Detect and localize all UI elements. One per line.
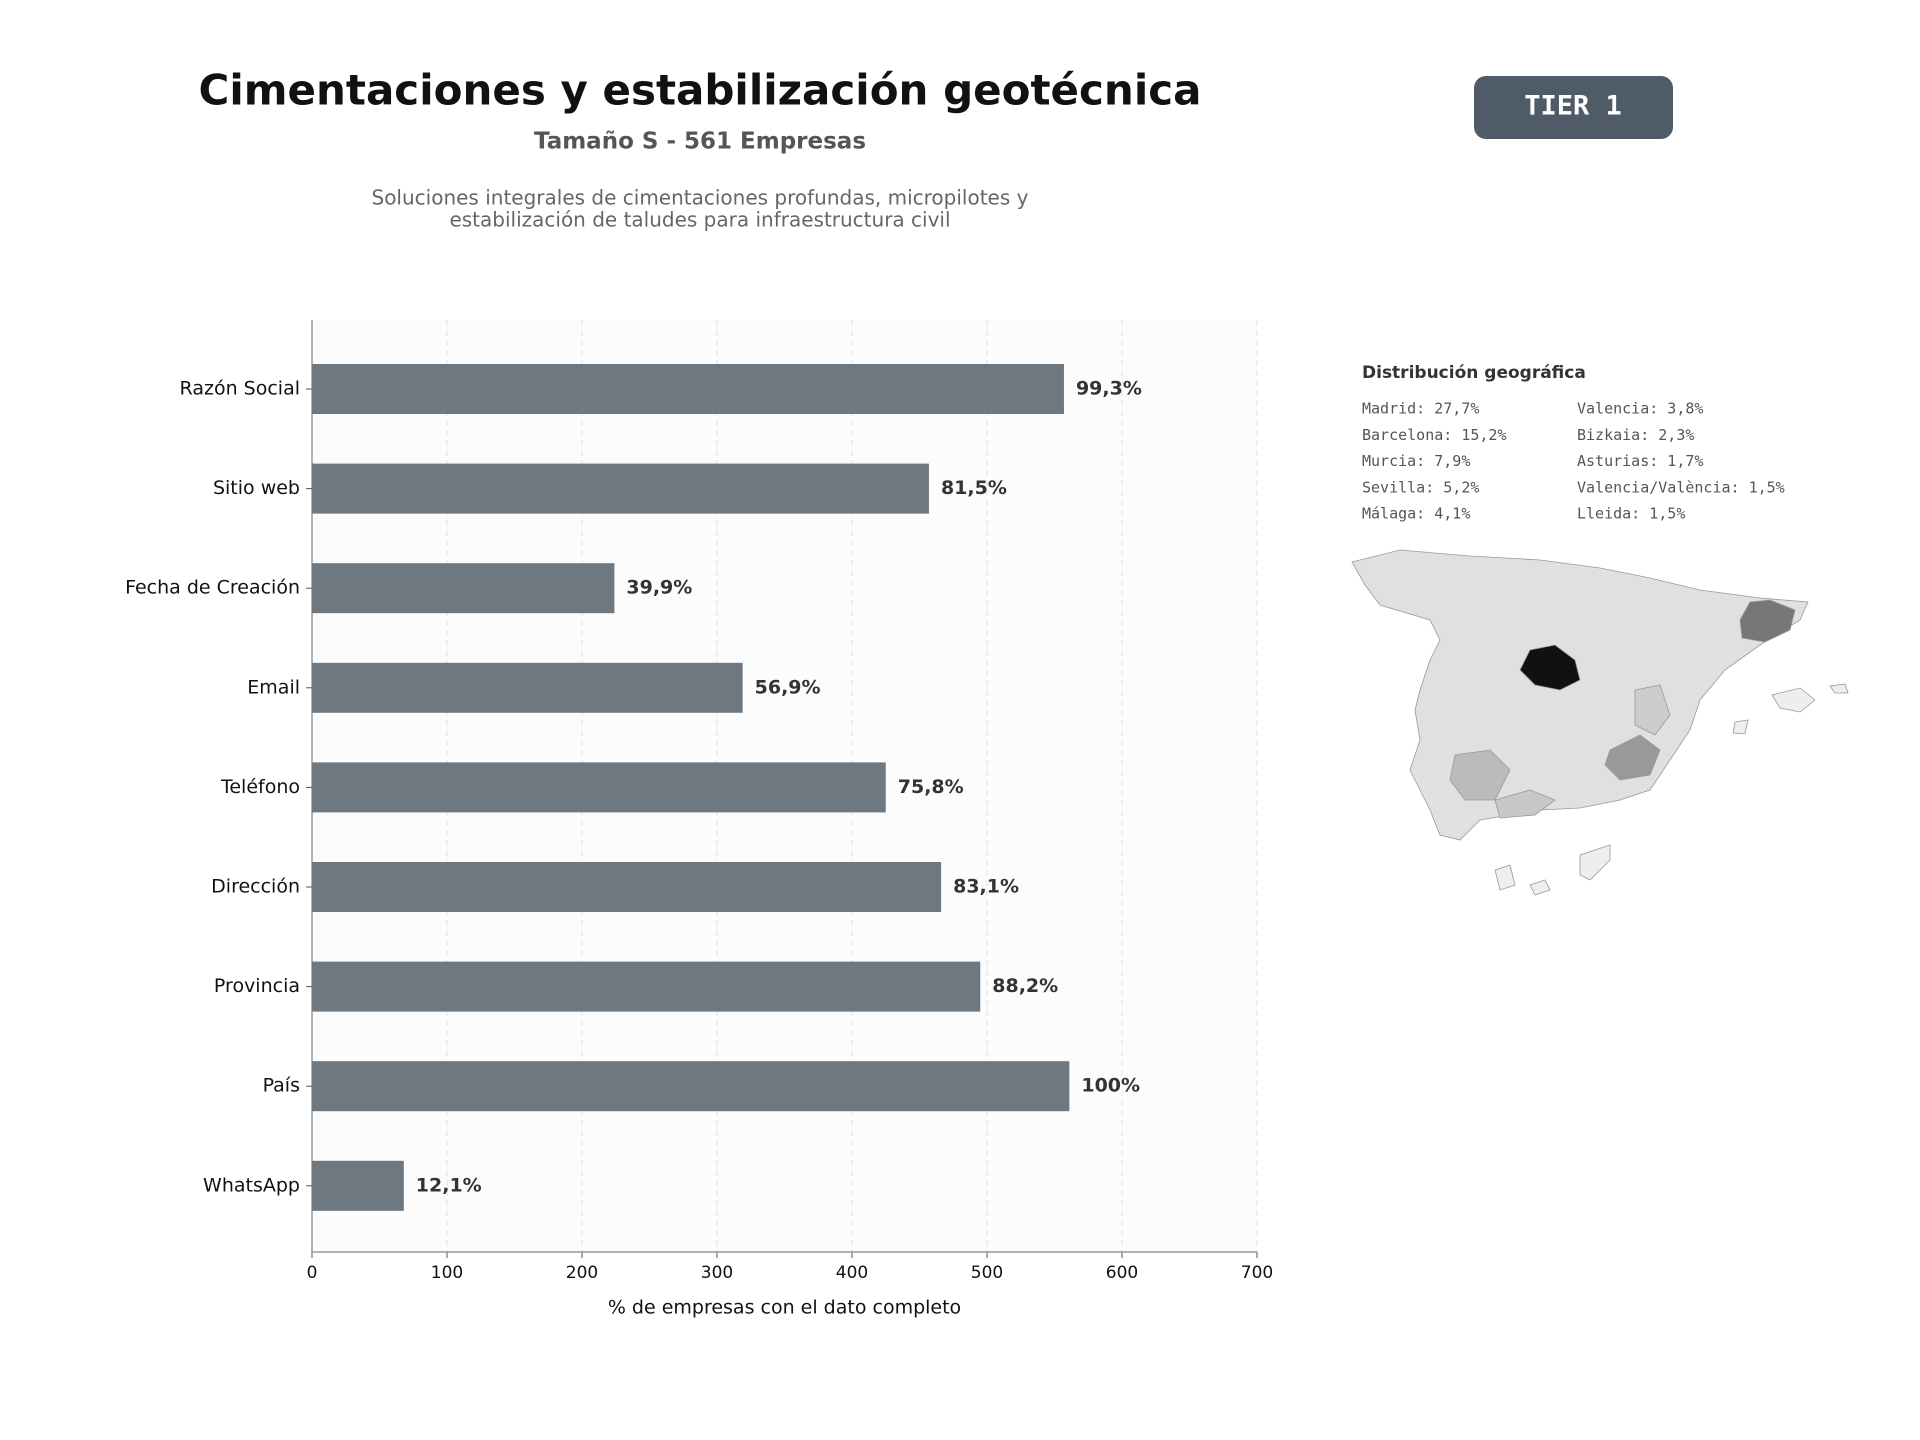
map-murcia (1604, 734, 1661, 781)
description: estabilización de taludes para infraestr… (449, 208, 950, 232)
badge (1474, 76, 1673, 139)
x-tick-label: 400 (836, 1263, 868, 1283)
map-madrid (1519, 644, 1581, 691)
y-tick-label: Sitio web (213, 477, 300, 499)
y-tick-label: WhatsApp (203, 1174, 300, 1196)
x-tick-label: 100 (431, 1263, 463, 1283)
y-tick-label: Teléfono (220, 776, 300, 798)
map-legend-item: Valencia: 3,8% (1577, 400, 1703, 418)
y-tick-label: Provincia (214, 975, 300, 997)
subtitle: Tamaño S - 561 Empresas (534, 129, 866, 155)
map (1351, 549, 1849, 896)
map-balearics (1771, 687, 1816, 713)
x-axis-label: % de empresas con el dato completo (608, 1297, 961, 1319)
map-title: Distribución geográfica (1362, 363, 1586, 383)
bar (312, 662, 743, 713)
description: Soluciones integrales de cimentaciones p… (372, 186, 1029, 210)
x-tick-label: 500 (971, 1263, 1003, 1283)
x-tick-label: 700 (1241, 1263, 1273, 1283)
map-mainland (1351, 549, 1809, 841)
map-canaries (1494, 844, 1611, 896)
value-label: 100% (1081, 1075, 1140, 1097)
map-legend-item: Bizkaia: 2,3% (1577, 426, 1694, 444)
map-legend-item: Asturias: 1,7% (1577, 452, 1703, 470)
value-label: 75,8% (898, 776, 964, 798)
value-label: 88,2% (992, 975, 1058, 997)
map-legend-item: Madrid: 27,7% (1362, 400, 1479, 418)
badge-text: TIER 1 (1524, 91, 1622, 122)
value-label: 56,9% (755, 676, 821, 698)
bar (312, 762, 886, 813)
y-tick-label: País (263, 1075, 300, 1097)
x-tick-label: 600 (1106, 1263, 1138, 1283)
map-barcelona (1739, 599, 1796, 643)
value-label: 83,1% (953, 876, 1019, 898)
map-balearics (1732, 719, 1749, 735)
map-legend-item: Valencia/València: 1,5% (1577, 478, 1785, 496)
map-legend-item: Sevilla: 5,2% (1362, 478, 1479, 496)
x-tick-label: 300 (701, 1263, 733, 1283)
y-tick-label: Fecha de Creación (125, 577, 300, 599)
map-balearics (1829, 683, 1849, 694)
map-malaga (1494, 789, 1556, 819)
bar (312, 1061, 1070, 1112)
bar (312, 463, 929, 514)
title: Cimentaciones y estabilización geotécnic… (199, 66, 1202, 115)
bar (312, 563, 615, 614)
bar (312, 364, 1064, 414)
y-tick-label: Dirección (211, 876, 300, 898)
bar (312, 862, 942, 912)
value-label: 12,1% (416, 1174, 482, 1196)
map-valencia (1634, 684, 1671, 736)
value-label: 39,9% (626, 577, 692, 599)
value-label: 99,3% (1076, 378, 1142, 400)
y-tick-label: Razón Social (180, 378, 300, 400)
map-legend-item: Lleida: 1,5% (1577, 505, 1685, 523)
x-tick-label: 0 (307, 1263, 318, 1283)
bar (312, 961, 981, 1012)
x-tick-label: 200 (566, 1263, 598, 1283)
map-legend-item: Málaga: 4,1% (1362, 505, 1470, 523)
value-label: 81,5% (941, 477, 1007, 499)
y-tick-label: Email (247, 676, 300, 698)
map-legend-item: Murcia: 7,9% (1362, 452, 1470, 470)
map-legend-item: Barcelona: 15,2% (1362, 426, 1507, 444)
bar (312, 1160, 404, 1211)
